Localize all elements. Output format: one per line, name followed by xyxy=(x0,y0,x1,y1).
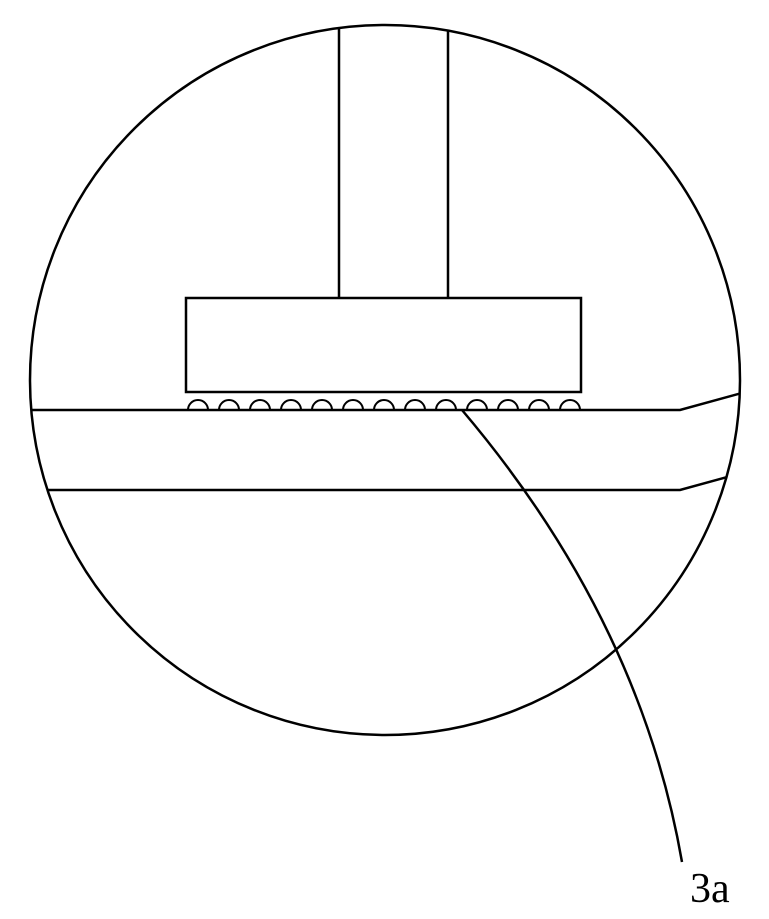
diagram-root: 3a xyxy=(0,0,769,914)
callout-label-3a: 3a xyxy=(690,865,730,913)
diagram-svg xyxy=(0,0,769,914)
